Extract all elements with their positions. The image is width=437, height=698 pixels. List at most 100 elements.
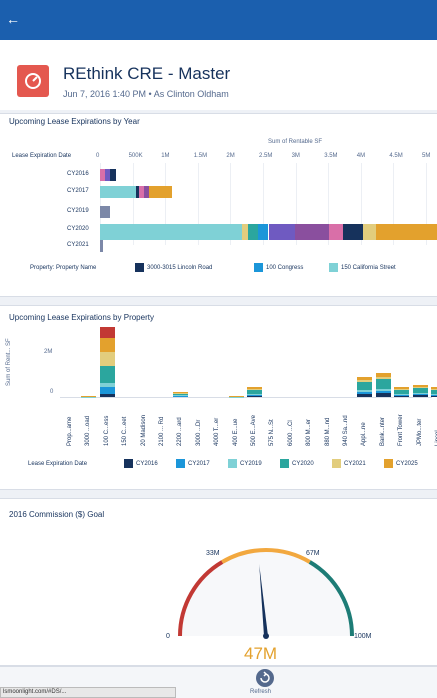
refresh-icon[interactable] [256, 669, 274, 687]
lease-by-year-tick: 2M [226, 153, 235, 159]
lease-by-year-title: Upcoming Lease Expirations by Year [9, 117, 140, 126]
lease-by-year-tick: 3.5M [324, 153, 338, 159]
lease-by-year-legend-label: 100 Congress [266, 265, 304, 271]
gauge-mark-33m: 33M [206, 550, 220, 557]
lease-by-property-ytick-0: 0 [50, 389, 54, 395]
lease-by-year-bar-segment [329, 224, 343, 240]
lease-by-year-gridline [328, 163, 330, 245]
lease-by-property-bar-segment [99, 386, 115, 394]
gauge-max-label: 100M [354, 633, 372, 640]
lease-by-property-bar-segment [99, 351, 115, 366]
lease-by-property-bar-segment [99, 337, 115, 352]
dashboard-icon [17, 65, 49, 97]
lease-by-year-bar-segment [143, 186, 150, 198]
lease-by-property-bar-segment [357, 392, 373, 394]
lease-by-year-tick: 1.5M [193, 153, 208, 159]
lease-by-property-bar-segment [173, 395, 189, 396]
lease-by-year-bar-segment [104, 169, 110, 181]
lease-by-property-legend-label: CY2025 [396, 461, 418, 467]
lease-by-property-category-label: 6000 ...Cl [287, 420, 294, 446]
lease-by-property-bar-segment [412, 395, 428, 397]
lease-by-property-bar-segment [412, 388, 428, 393]
lease-by-property-bar-segment [173, 393, 189, 396]
lease-by-year-row-label: CY2021 [67, 242, 89, 248]
lease-by-year-tick: 3M [291, 153, 300, 159]
lease-by-year-gridline [295, 163, 297, 245]
lease-by-property-bar-segment [375, 379, 391, 389]
lease-by-year-gridline [263, 163, 264, 245]
lease-by-property-category-label: Prop...ame [67, 416, 73, 446]
lease-by-property-legend-title: Lease Expiration Date [28, 461, 88, 467]
lease-by-property-bar-segment [394, 395, 410, 397]
lease-by-year-bar-segment [135, 186, 140, 198]
lease-by-property-legend-label: CY2021 [344, 461, 366, 467]
lease-by-year-tick: 1M [161, 153, 170, 159]
lease-by-property-title: Upcoming Lease Expirations by Property [9, 313, 154, 322]
lease-by-property-bar-segment [247, 393, 262, 395]
lease-by-year-axis-title: Sum of Rentable SF [268, 139, 323, 145]
lease-by-property-legend-swatch [280, 459, 289, 468]
lease-by-year-legend-label: 3000-3015 Lincoln Road [147, 265, 213, 271]
lease-by-property-bar-segment [394, 394, 410, 396]
lease-by-property-category-label: 150 C...eet [122, 416, 129, 446]
lease-by-year-bar-segment [109, 169, 117, 181]
lease-by-property-legend-swatch [384, 459, 393, 468]
commission-gauge: 33M 67M 0 100M 47M [166, 548, 372, 663]
lease-by-property-bar-segment [173, 396, 189, 397]
lease-by-property-bar-segment [247, 388, 262, 390]
gauge-value: 47M [244, 644, 277, 663]
lease-by-year-row-label: CY2019 [67, 208, 89, 214]
lease-by-property-bar-segment [357, 394, 373, 397]
lease-by-property-category-label: 880 M...nd [324, 417, 331, 446]
lease-by-year-bar-segment [248, 224, 259, 240]
lease-by-property-category-label: 20 Madison [140, 414, 147, 446]
lease-by-property-bar-segment [357, 382, 373, 390]
lease-by-year-bar-segment [100, 206, 110, 218]
lease-by-property-bar-segment [247, 387, 262, 389]
lease-by-property-legend-swatch [332, 459, 341, 468]
lease-by-property-bar-segment [394, 388, 410, 390]
lease-by-year-tick: 5M [422, 153, 431, 159]
lease-by-year-tick: 4M [356, 153, 366, 159]
lease-by-property-bar-segment [247, 389, 262, 394]
lease-by-year-gridline [100, 163, 101, 245]
commission-goal-title: 2016 Commission ($) Goal [9, 510, 105, 519]
lease-by-year-legend-swatch [329, 263, 338, 272]
lease-by-property-bar-segment [375, 388, 391, 391]
lease-by-property-bar-segment [375, 391, 391, 394]
lease-by-property-bar-segment [412, 394, 428, 396]
lease-by-property-category-label: 100 C...ess [103, 415, 110, 446]
lease-by-year-gridline [132, 163, 134, 245]
dashboard-title: REthink CRE - Master [63, 64, 231, 83]
back-arrow-icon[interactable]: ← [6, 11, 20, 27]
lease-by-year-bar-segment [295, 224, 330, 240]
lease-by-year-legend-title: Property: Property Name [30, 265, 97, 271]
lease-by-year-card[interactable] [0, 113, 437, 297]
lease-by-property-category-label: 2100 ... Rd [159, 416, 165, 446]
lease-by-year-bar-segment [268, 224, 296, 240]
lease-by-property-category-label: 3000 ...oad [85, 415, 92, 446]
lease-by-property-bar-segment [357, 390, 373, 392]
gauge-mark-67m: 67M [306, 550, 320, 557]
gauge-band-green [308, 560, 354, 637]
lease-by-property-category-label: Front Tower [398, 414, 405, 446]
lease-by-year-row-label: CY2020 [67, 226, 89, 232]
gauge-hub [263, 633, 269, 639]
lease-by-year-gridline [230, 163, 232, 245]
lease-by-property-bar-segment [412, 385, 428, 387]
lease-by-year-row-label: CY2017 [67, 188, 89, 194]
lease-by-property-baseline [60, 397, 432, 398]
lease-by-year-bar-segment [258, 224, 269, 240]
lease-by-property-bar-segment [412, 392, 428, 394]
lease-by-property-bar-segment [247, 394, 262, 396]
lease-by-property-bar-segment [375, 393, 391, 397]
lease-by-property-bar-segment [375, 376, 391, 379]
dashboard-subtitle: Jun 7, 2016 1:40 PM • As Clinton Oldham [63, 89, 229, 99]
lease-by-property-bar-segment [99, 365, 115, 383]
lease-by-year-row-label: CY2016 [67, 171, 89, 177]
lease-by-year-bar-segment [100, 169, 105, 181]
lease-by-property-bar-segment [431, 394, 437, 396]
lease-by-property-legend-label: CY2016 [136, 461, 158, 467]
lease-by-property-category-label: JPMo...ter [416, 418, 423, 446]
lease-by-property-bar-segment [247, 395, 262, 397]
